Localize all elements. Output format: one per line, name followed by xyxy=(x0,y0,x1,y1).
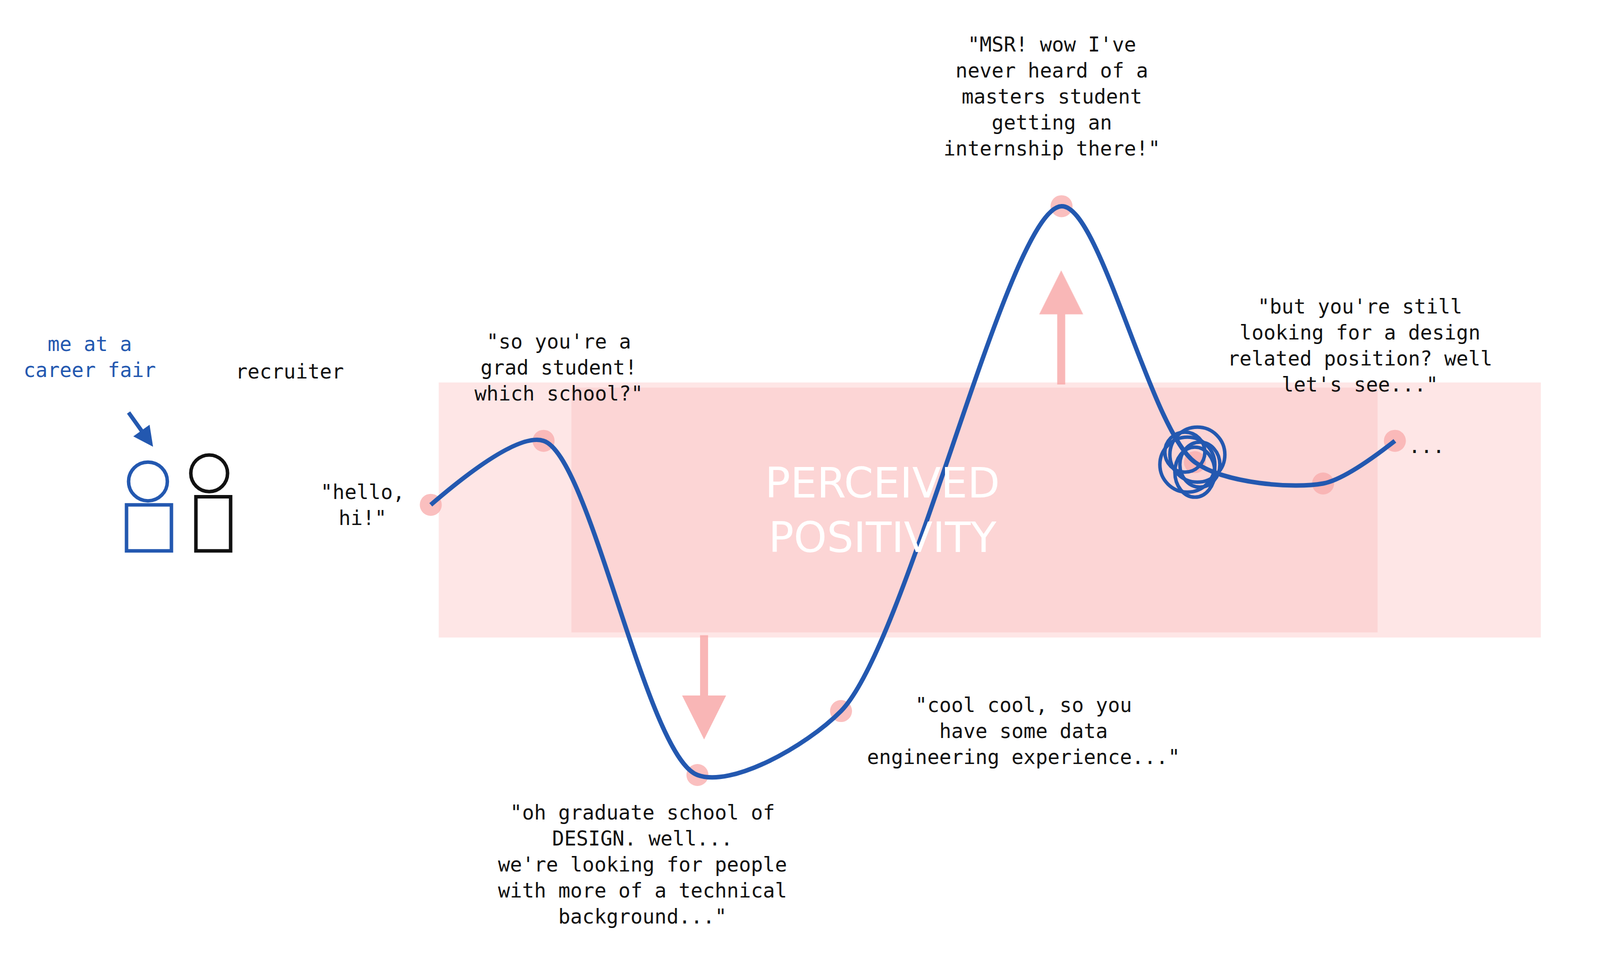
svg-text:recruiter: recruiter xyxy=(235,360,344,383)
svg-text:PERCEIVEDPOSITIVITY: PERCEIVEDPOSITIVITY xyxy=(765,458,1000,562)
svg-text:"so you're agrad student!which: "so you're agrad student!which school?" xyxy=(474,330,643,405)
svg-text:"but you're stilllooking for a: "but you're stilllooking for a designrel… xyxy=(1227,295,1493,396)
svg-text:"hello,hi!": "hello,hi!" xyxy=(320,480,405,530)
svg-text:"cool cool, so youhave some da: "cool cool, so youhave some dataengineer… xyxy=(867,693,1180,769)
svg-text:"MSR! wow I'venever heard of a: "MSR! wow I'venever heard of amasters st… xyxy=(943,33,1160,160)
svg-text:...: ... xyxy=(1408,434,1445,458)
svg-text:"oh graduate school ofDESIGN.: "oh graduate school ofDESIGN. well...we'… xyxy=(498,801,787,928)
svg-text:me at acareer fair: me at acareer fair xyxy=(23,332,156,382)
